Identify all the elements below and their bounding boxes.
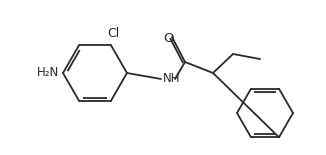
Text: Cl: Cl xyxy=(107,27,119,40)
Text: O: O xyxy=(164,32,174,45)
Text: H₂N: H₂N xyxy=(37,66,59,80)
Text: NH: NH xyxy=(163,71,181,84)
